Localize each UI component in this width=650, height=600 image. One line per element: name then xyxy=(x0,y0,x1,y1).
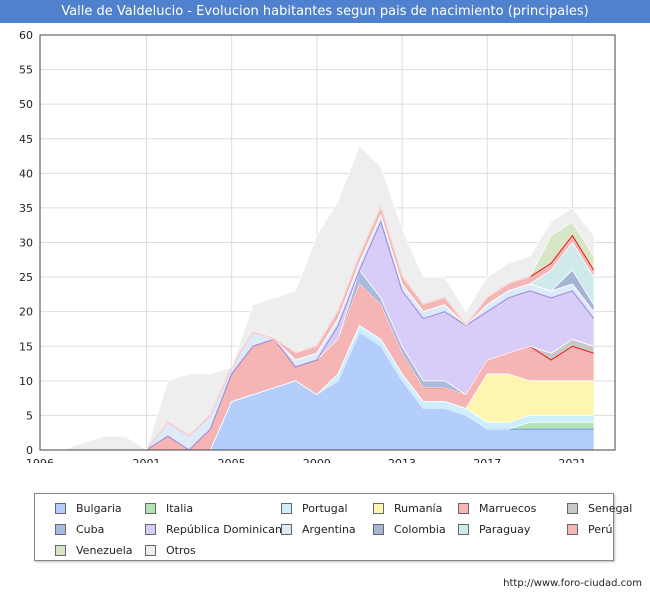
legend-swatch xyxy=(373,523,384,535)
legend-label: Colombia xyxy=(394,523,446,536)
legend-item: Perú xyxy=(567,522,613,537)
legend-swatch xyxy=(373,502,384,514)
legend-label: Argentina xyxy=(302,523,356,536)
x-tick-label: 2001 xyxy=(132,457,160,463)
y-tick-label: 5 xyxy=(26,409,33,422)
legend-label: Otros xyxy=(166,544,196,557)
legend-label: Paraguay xyxy=(479,523,531,536)
area-ruman-a xyxy=(40,325,594,450)
legend-label: Perú xyxy=(588,523,613,536)
legend-label: República Dominicana xyxy=(166,523,289,536)
legend-item: Otros xyxy=(145,543,196,558)
y-tick-label: 40 xyxy=(19,167,33,180)
area-otros xyxy=(40,145,594,450)
legend-swatch xyxy=(145,544,156,556)
legend-swatch xyxy=(458,523,469,535)
legend-swatch xyxy=(55,523,66,535)
y-tick-label: 45 xyxy=(19,133,33,146)
x-tick-label: 2013 xyxy=(388,457,416,463)
legend-swatch xyxy=(567,502,578,514)
legend: Bulgaria Italia Portugal Rumanía Marruecos Se… xyxy=(34,493,632,561)
chart-title: Valle de Valdelucio - Evolucion habitant… xyxy=(0,0,650,23)
legend-swatch xyxy=(145,502,156,514)
legend-item: República Dominicana xyxy=(145,522,289,537)
y-tick-label: 15 xyxy=(19,340,33,353)
plot-frame xyxy=(39,34,616,451)
legend-label: Italia xyxy=(166,502,194,515)
legend-item: Cuba xyxy=(55,522,104,537)
legend-label: Venezuela xyxy=(76,544,133,557)
legend-label: Cuba xyxy=(76,523,105,536)
y-tick-label: 35 xyxy=(19,202,33,215)
legend-label: Senegal xyxy=(588,502,633,515)
y-tick-label: 60 xyxy=(19,29,33,42)
axes: 0 5 10 15 20 25 30 35 40 45 50 55 60 1996 2001 2005 2009… xyxy=(19,29,616,463)
legend-item: Bulgaria xyxy=(55,501,122,516)
area-marruecos xyxy=(40,284,594,450)
legend-item: Venezuela xyxy=(55,543,133,558)
y-tick-label: 30 xyxy=(19,237,33,250)
y-tick-label: 0 xyxy=(26,444,33,457)
legend-swatch xyxy=(145,523,156,535)
legend-item: Senegal xyxy=(567,501,632,516)
legend-swatch xyxy=(55,502,66,514)
legend-label: Marruecos xyxy=(479,502,537,515)
legend-item: Rumanía xyxy=(373,501,442,516)
legend-item: Argentina xyxy=(281,522,356,537)
legend-item: Portugal xyxy=(281,501,348,516)
legend-swatch xyxy=(55,544,66,556)
legend-item: Italia xyxy=(145,501,193,516)
x-tick-label: 2021 xyxy=(558,457,586,463)
area-rep-blica-dominicana xyxy=(40,221,594,450)
area-bulgaria xyxy=(40,332,594,450)
y-tick-label: 50 xyxy=(19,98,33,111)
legend-item: Paraguay xyxy=(458,522,530,537)
legend-swatch xyxy=(567,523,578,535)
legend-item: Marruecos xyxy=(458,501,536,516)
x-tick-label: 2009 xyxy=(303,457,331,463)
y-tick-label: 55 xyxy=(19,64,33,77)
legend-label: Portugal xyxy=(302,502,348,515)
x-tick-label: 2005 xyxy=(218,457,246,463)
x-tick-label: 1996 xyxy=(26,457,54,463)
legend-item: Colombia xyxy=(373,522,446,537)
legend-label: Rumanía xyxy=(394,502,443,515)
x-tick-label: 2017 xyxy=(473,457,501,463)
source-url: http://www.foro-ciudad.com xyxy=(503,578,642,589)
legend-swatch xyxy=(281,523,292,535)
legend-swatch xyxy=(281,502,292,514)
chart-area: 0 5 10 15 20 25 30 35 40 45 50 55 60 1996 2001 2005 2009… xyxy=(19,29,616,463)
legend-swatch xyxy=(458,502,469,514)
y-tick-label: 25 xyxy=(19,271,33,284)
y-tick-label: 10 xyxy=(19,375,33,388)
legend-label: Bulgaria xyxy=(76,502,122,515)
boundary-otros xyxy=(40,144,595,451)
y-tick-label: 20 xyxy=(19,306,33,319)
